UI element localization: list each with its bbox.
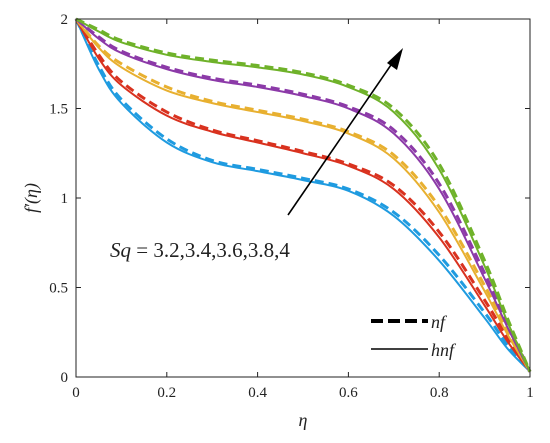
annotation-arrow xyxy=(287,48,403,216)
annotation-variable: Sq xyxy=(110,238,132,262)
y-tick-label-0: 0 xyxy=(61,370,69,386)
x-tick-label-5: 1 xyxy=(526,385,534,401)
hnf-curve-3 xyxy=(75,18,531,373)
nf-curve-0 xyxy=(74,18,532,373)
ticks xyxy=(75,18,531,378)
hnf-curve-2 xyxy=(75,18,531,373)
y-tick-label-2: 1 xyxy=(61,191,69,207)
y-tick-label-1: 0.5 xyxy=(49,281,68,297)
annotation-label: Sq = 3.2,3.4,3.6,3.8,4 xyxy=(110,238,290,262)
hnf-curve-4 xyxy=(75,18,531,373)
x-tick-label-0: 0 xyxy=(72,385,80,401)
y-tick-label-4: 2 xyxy=(61,12,69,28)
y-tick-label-3: 1.5 xyxy=(49,102,68,118)
legend-label-hnf: hnf xyxy=(431,340,457,360)
legend-label-nf: nf xyxy=(431,312,448,332)
x-tick-label-3: 0.6 xyxy=(339,385,358,401)
legend: nf hnf xyxy=(371,312,457,360)
nf-curve-3 xyxy=(75,17,532,373)
y-axis-label: f′(η) xyxy=(21,183,42,213)
tick-labels: 0 0.2 0.4 0.6 0.8 1 0 0.5 1 1.5 2 xyxy=(49,12,534,401)
curves xyxy=(74,17,532,373)
x-tick-label-2: 0.4 xyxy=(248,385,267,401)
plot-frame xyxy=(75,18,531,378)
x-axis-label: η xyxy=(299,410,308,430)
nf-curve-4 xyxy=(75,17,532,373)
x-tick-label-4: 0.8 xyxy=(430,385,449,401)
nf-curve-1 xyxy=(74,18,532,373)
nf-curve-2 xyxy=(74,18,532,373)
hnf-curve-0 xyxy=(75,18,531,373)
hnf-curve-1 xyxy=(75,18,531,373)
annotation-values: = 3.2,3.4,3.6,3.8,4 xyxy=(131,238,290,262)
x-tick-label-1: 0.2 xyxy=(157,385,176,401)
